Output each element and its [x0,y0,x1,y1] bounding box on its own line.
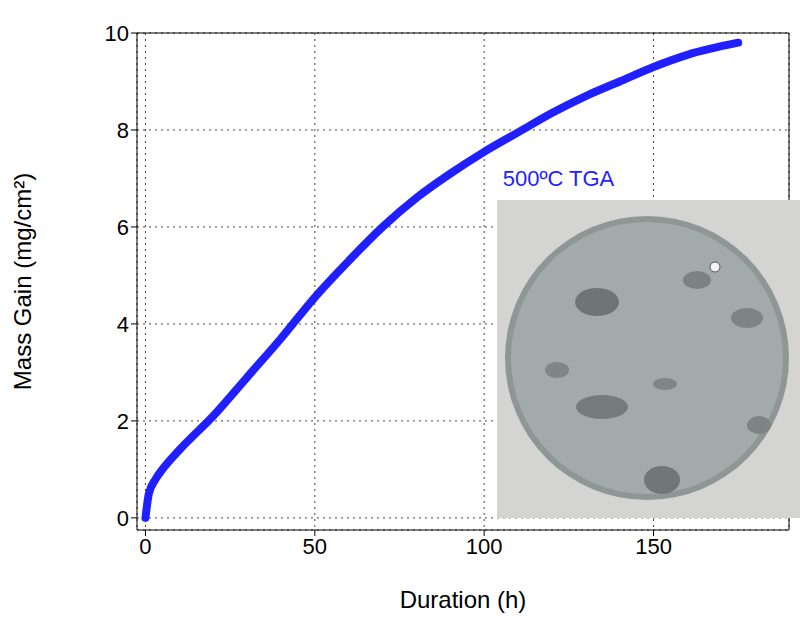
svg-text:4: 4 [117,312,129,337]
svg-text:50: 50 [303,534,327,559]
svg-text:2: 2 [117,409,129,434]
svg-text:150: 150 [635,534,672,559]
svg-text:8: 8 [117,118,129,143]
svg-text:0: 0 [117,506,129,531]
svg-text:Mass Gain (mg/cm²): Mass Gain (mg/cm²) [9,173,36,390]
svg-text:0: 0 [139,534,151,559]
svg-text:Duration (h): Duration (h) [400,586,527,613]
svg-text:100: 100 [466,534,503,559]
svg-text:500ºC TGA: 500ºC TGA [503,166,615,191]
svg-text:10: 10 [105,21,129,46]
svg-text:6: 6 [117,215,129,240]
